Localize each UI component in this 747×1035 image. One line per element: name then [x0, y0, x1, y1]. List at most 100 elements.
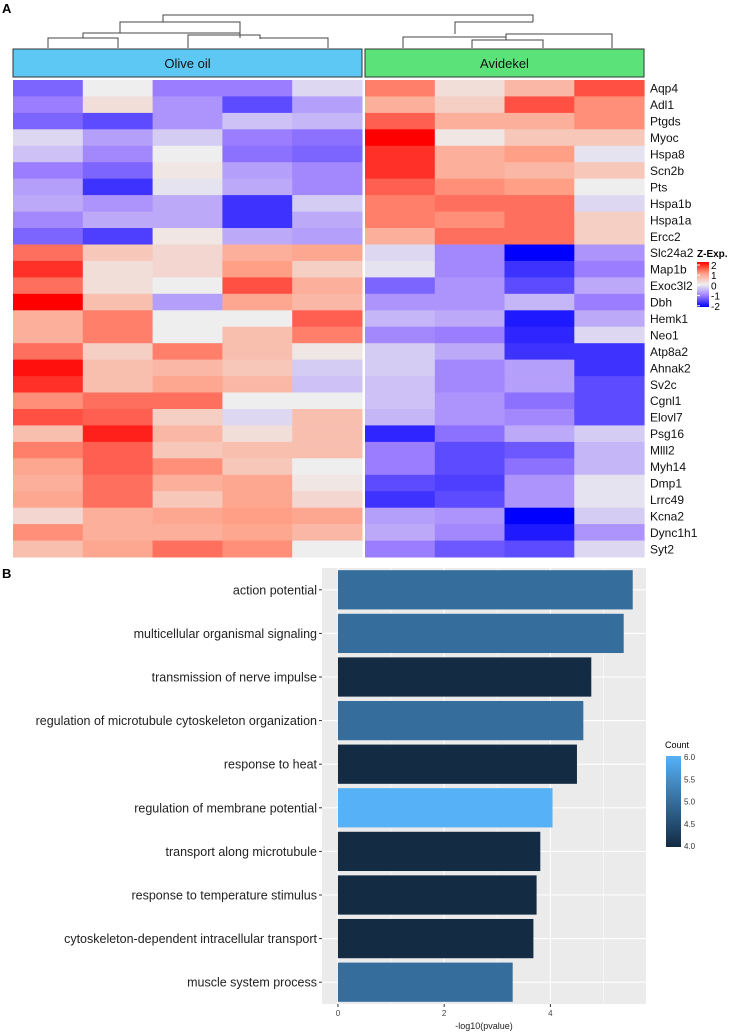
heatmap-cell — [574, 491, 645, 509]
legend-tick-label: 2 — [711, 261, 717, 272]
heatmap-cell — [152, 228, 223, 245]
heatmap-cell — [13, 326, 84, 344]
category-label: transmission of nerve impulse — [152, 671, 317, 685]
heatmap-cell — [504, 145, 575, 163]
heatmap-cell — [365, 211, 436, 229]
heatmap-cell — [222, 178, 293, 196]
heatmap-cell — [504, 112, 575, 130]
heatmap-cell — [222, 409, 293, 426]
heatmap-cell — [13, 228, 84, 245]
heatmap-cell — [13, 425, 84, 443]
gene-label: Map1b — [650, 263, 687, 277]
heatmap-cell — [82, 376, 154, 393]
heatmap-cell — [292, 376, 363, 393]
gene-label: Ahnak2 — [650, 361, 691, 375]
heatmap-cell — [292, 211, 363, 229]
heatmap-cell — [152, 425, 223, 443]
bar — [337, 657, 592, 697]
heatmap-cell — [222, 96, 293, 114]
heatmap-cell — [504, 310, 575, 328]
heatmap-cell — [504, 80, 575, 97]
heatmap-cell — [13, 211, 84, 229]
gene-label: Cgnl1 — [650, 394, 682, 408]
heatmap-cell — [504, 178, 575, 196]
gene-label: Hspa1b — [650, 197, 692, 211]
gene-label: Dync1h1 — [650, 526, 698, 540]
heatmap-cell — [222, 228, 293, 245]
heatmap-cell — [13, 277, 84, 295]
heatmap-cell — [292, 244, 363, 262]
count-legend: Count 6.0 5.5 5.0 4.5 4.0 — [665, 740, 696, 851]
heatmap-cell — [434, 409, 506, 426]
heatmap-cell — [365, 80, 436, 97]
gene-label: Mlll2 — [650, 444, 675, 458]
legend-colorbar — [697, 262, 709, 307]
bar — [337, 744, 577, 784]
heatmap-cell — [504, 129, 575, 147]
heatmap-cell — [82, 293, 154, 311]
heatmap-cell — [152, 96, 223, 114]
category-label: regulation of membrane potential — [134, 801, 317, 815]
heatmap-cell — [365, 129, 436, 147]
heatmap-cell — [504, 326, 575, 344]
heatmap-cell — [13, 359, 84, 377]
heatmap-cell — [365, 392, 436, 410]
heatmap-cell — [152, 359, 223, 377]
heatmap-cell — [152, 195, 223, 212]
heatmap-cell — [82, 458, 154, 476]
heatmap-cell — [292, 310, 363, 328]
heatmap-cell — [152, 129, 223, 147]
heatmap-cell — [434, 343, 506, 361]
legend-tick-label: 5.5 — [684, 775, 696, 784]
heatmap-cell — [504, 441, 575, 459]
heatmap-cell — [574, 260, 645, 278]
heatmap-cell — [574, 112, 645, 130]
heatmap-cell — [13, 129, 84, 147]
heatmap-cell — [222, 458, 293, 476]
heatmap-cell — [13, 96, 84, 114]
heatmap-cell — [504, 195, 575, 212]
heatmap-cell — [434, 260, 506, 278]
bar — [337, 831, 541, 872]
heatmap-cell — [152, 343, 223, 361]
heatmap-cell — [434, 211, 506, 229]
heatmap-cell — [434, 310, 506, 328]
heatmap-cell — [574, 228, 645, 245]
heatmap-cell — [504, 392, 575, 410]
heatmap-cell — [574, 326, 645, 344]
category-label: muscle system process — [187, 976, 317, 990]
heatmap-cell — [292, 425, 363, 443]
heatmap-cell — [365, 540, 436, 558]
gene-label: Ptgds — [650, 115, 681, 129]
heatmap-cell — [13, 409, 84, 426]
gene-label: Hemk1 — [650, 312, 688, 326]
heatmap-cell — [574, 162, 645, 180]
group-annotation-0 — [12, 48, 363, 78]
heatmap-cell — [504, 540, 575, 558]
heatmap-cell — [13, 540, 84, 558]
gene-label: Psg16 — [650, 427, 684, 441]
category-label: cytoskeleton-dependent intracellular tra… — [64, 932, 317, 946]
heatmap-cell — [82, 409, 154, 426]
heatmap-cell — [504, 228, 575, 245]
heatmap-cell — [574, 458, 645, 476]
heatmap-cell — [574, 392, 645, 410]
heatmap-cell — [365, 409, 436, 426]
heatmap-cell — [222, 507, 293, 525]
category-label: multicellular organismal signaling — [134, 627, 317, 641]
heatmap-cell — [504, 458, 575, 476]
heatmap-cell — [434, 441, 506, 459]
heatmap-cell — [82, 392, 154, 410]
heatmap-cell — [13, 195, 84, 212]
heatmap-cell — [82, 211, 154, 229]
heatmap-cell — [292, 441, 363, 459]
legend-tick-label: 6.0 — [684, 753, 696, 762]
heatmap-cell — [13, 310, 84, 328]
gene-label: Myoc — [650, 131, 679, 145]
heatmap-cell — [365, 326, 436, 344]
gene-label: Aqp4 — [650, 82, 678, 96]
heatmap-cell — [504, 409, 575, 426]
gene-label: Hspa8 — [650, 148, 685, 162]
heatmap-cell — [13, 458, 84, 476]
gene-label: Ercc2 — [650, 230, 681, 244]
